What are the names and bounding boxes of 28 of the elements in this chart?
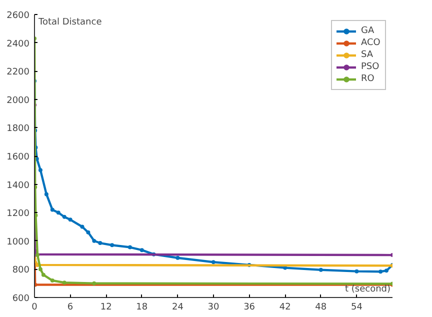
y-tick-label: 2400	[6, 39, 30, 50]
legend-label: RO	[361, 73, 376, 85]
y-tick-label: 800	[12, 266, 30, 276]
x-tick-label: 48	[315, 302, 327, 312]
x-tick-label: 12	[100, 302, 112, 312]
legend-label: ACO	[361, 37, 381, 49]
y-tick-label: 1200	[6, 209, 30, 220]
legend-label: SA	[361, 49, 374, 61]
x-tick-label: 6	[67, 302, 74, 312]
y-tick-label: 1400	[6, 180, 30, 191]
y-tick-label: 1800	[6, 124, 30, 134]
x-tick-label: 36	[244, 302, 256, 312]
y-tick-label: 1600	[6, 152, 30, 162]
legend-label: PSO	[361, 61, 380, 73]
legend-label: GA	[361, 25, 376, 37]
y-tick-label: 2000	[6, 96, 30, 106]
y-axis-title: Total Distance	[38, 18, 102, 28]
x-tick-label: 42	[279, 302, 291, 312]
y-tick-label: 2600	[6, 11, 30, 21]
x-tick-label: 0	[32, 302, 38, 312]
x-axis-title: t (second)	[344, 284, 391, 294]
y-tick-label: 600	[12, 294, 30, 304]
x-tick-label: 30	[208, 302, 220, 312]
x-tick-label: 24	[172, 302, 184, 312]
x-tick-label: 18	[136, 302, 148, 312]
y-tick-label: 1000	[6, 237, 30, 248]
y-tick-label: 2200	[6, 68, 30, 78]
x-tick-label: 54	[350, 302, 363, 312]
